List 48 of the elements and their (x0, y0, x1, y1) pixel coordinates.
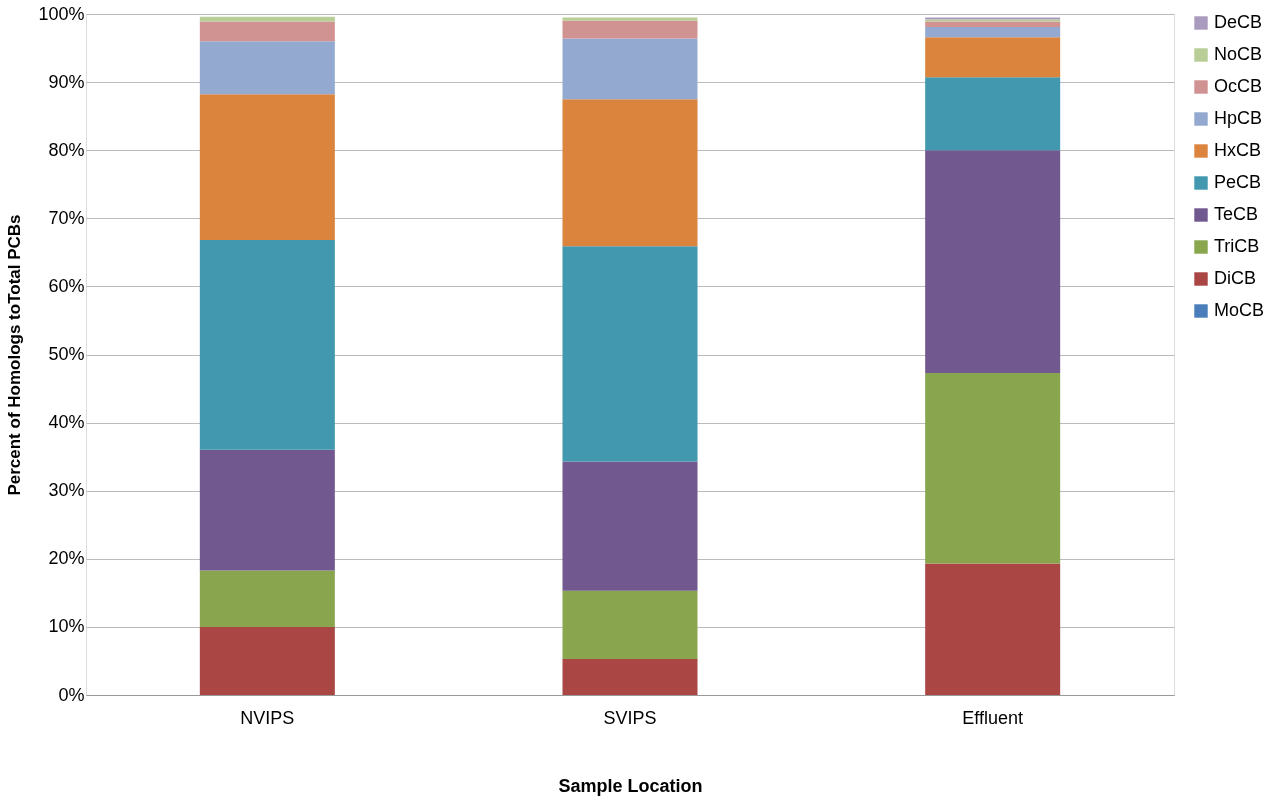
legend-label: HpCB (1214, 108, 1263, 128)
bar (925, 26, 1061, 38)
y-tick-label: 0% (58, 684, 85, 705)
bar (925, 150, 1061, 373)
legend-label: TriCB (1214, 236, 1260, 256)
bar (199, 21, 335, 42)
bar (925, 563, 1061, 695)
x-tick-label: NVIPS (240, 707, 295, 728)
bar (562, 20, 698, 39)
bar (562, 590, 698, 659)
bar (925, 372, 1061, 564)
y-tick-label: 70% (48, 207, 85, 228)
bar (562, 38, 698, 100)
bar (199, 94, 335, 241)
y-tick-label: 90% (48, 71, 85, 92)
y-tick-label: 30% (48, 480, 85, 501)
bar (199, 449, 335, 571)
bar (562, 17, 698, 21)
y-tick-label: 80% (48, 139, 85, 160)
legend-label: DiCB (1214, 268, 1257, 288)
y-tick-label: 100% (38, 3, 85, 24)
y-tick-label: 50% (48, 344, 85, 364)
legend-label: NoCB (1214, 44, 1263, 64)
bar (562, 658, 698, 695)
bar (925, 21, 1061, 27)
y-tick-label: 60% (48, 275, 85, 296)
x-tick-label: Effluent (962, 707, 1024, 728)
bar (199, 41, 335, 95)
y-tick-label: 40% (48, 412, 85, 433)
y-axis-title: Percent of Homologs toTotal PCBs (5, 214, 25, 496)
bar (199, 240, 335, 450)
legend-label: TeCB (1214, 204, 1259, 224)
legend-label: MoCB (1214, 300, 1265, 320)
legend-label: PeCB (1214, 172, 1262, 192)
bar (925, 77, 1061, 151)
x-axis-title: Sample Location (558, 775, 703, 796)
bar (199, 626, 335, 695)
bar (925, 37, 1061, 78)
legend-label: OcCB (1214, 76, 1263, 96)
bar (562, 99, 698, 247)
y-tick-label: 20% (48, 548, 85, 569)
legend-label: DeCB (1214, 12, 1263, 32)
bar (199, 570, 335, 627)
legend-label: HxCB (1214, 140, 1262, 160)
x-tick-label: SVIPS (603, 707, 657, 728)
y-tick-label: 10% (48, 616, 85, 637)
bar (562, 461, 698, 591)
bar (562, 246, 698, 462)
